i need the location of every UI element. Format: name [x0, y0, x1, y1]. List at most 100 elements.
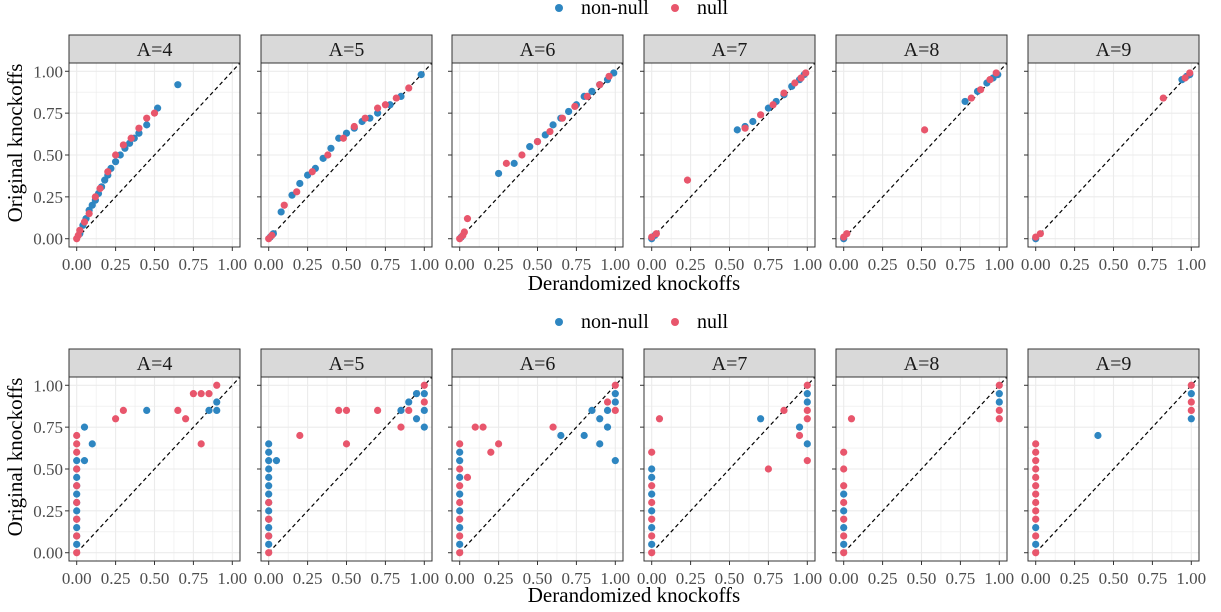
data-point-null [96, 184, 104, 193]
data-point-non-null [88, 440, 96, 448]
panel-A-4: A=4 0.00 0.25 0.50 0.75 1.00 0.00 0.25 0.50 0.75 1… [33, 34, 247, 274]
data-point-null [1187, 406, 1195, 414]
data-point-null [1181, 74, 1189, 82]
legend-marker-non-null [555, 4, 563, 12]
data-point-non-null [405, 398, 413, 406]
data-point-non-null [803, 398, 811, 406]
data-point-null [182, 415, 190, 423]
x-tick-label: 0.25 [676, 255, 706, 274]
data-point-non-null [596, 415, 604, 423]
reference-line [651, 62, 816, 240]
series-null [265, 84, 413, 243]
data-point-non-null [648, 540, 656, 548]
data-point-non-null [80, 423, 89, 431]
data-point-null [549, 423, 557, 431]
x-tick-label: 0.50 [715, 569, 745, 588]
panel-A-6: A=6 0.00 0.25 0.50 0.75 1.00 [445, 348, 630, 588]
x-tick-label: 0.00 [637, 569, 667, 588]
data-point-null [339, 134, 347, 142]
panel-A-8: A=8 0.00 0.25 0.50 0.75 1.00 [829, 34, 1014, 274]
facet-strip [1027, 348, 1200, 378]
facet-label: A=6 [520, 39, 556, 61]
data-point-non-null [611, 398, 619, 406]
data-point-null [605, 72, 613, 80]
data-point-null [392, 94, 400, 102]
panel-A-5: A=5 0.00 0.25 0.50 0.75 1.00 [254, 348, 439, 588]
data-point-null [995, 406, 1003, 414]
data-point-null [265, 532, 273, 540]
data-point-null [1032, 440, 1040, 448]
data-point-null [1187, 398, 1195, 406]
legend: non-null null [555, 0, 729, 19]
x-tick-label: 0.00 [445, 255, 475, 274]
x-tick-label: 0.50 [1099, 255, 1129, 274]
x-tick-label: 1.00 [409, 569, 439, 588]
facet-label: A=9 [1096, 353, 1132, 375]
data-point-null [780, 89, 788, 97]
data-point-non-null [803, 390, 811, 398]
data-point-non-null [1094, 431, 1102, 440]
data-point-null [189, 390, 198, 398]
data-point-null [840, 532, 848, 540]
data-point-non-null [213, 398, 221, 406]
reference-line [268, 62, 433, 240]
data-point-null [80, 218, 89, 226]
x-tick-label: 0.00 [445, 569, 475, 588]
data-point-non-null [73, 457, 81, 465]
data-point-non-null [80, 457, 89, 465]
data-point-null [494, 440, 503, 448]
data-point-non-null [840, 507, 848, 515]
x-tick-label: 0.75 [754, 569, 784, 588]
legend: non-null null [555, 311, 729, 333]
data-point-null [73, 515, 81, 523]
data-point-non-null [73, 524, 81, 532]
facet-strip [68, 34, 241, 64]
data-point-non-null [73, 490, 81, 498]
data-point-non-null [174, 81, 182, 89]
data-point-non-null [265, 440, 273, 448]
x-tick-label: 0.25 [484, 255, 514, 274]
data-point-non-null [611, 390, 619, 398]
legend-label-null: null [697, 311, 729, 333]
data-point-null [73, 498, 81, 507]
data-point-null [769, 101, 777, 109]
data-point-non-null [588, 87, 596, 95]
data-point-null [840, 549, 848, 557]
data-point-null [992, 69, 1000, 77]
data-point-null [205, 390, 213, 398]
data-point-non-null [456, 524, 464, 532]
data-point-non-null [1187, 415, 1195, 423]
reference-line [459, 62, 624, 240]
data-point-non-null [456, 457, 464, 465]
data-point-null [1032, 465, 1040, 473]
data-point-null [533, 138, 542, 146]
data-point-null [73, 482, 81, 490]
data-point-null [1187, 381, 1195, 389]
data-point-non-null [73, 540, 81, 548]
x-tick-label: 0.75 [371, 255, 401, 274]
data-point-null [921, 126, 929, 134]
data-point-null [803, 457, 811, 465]
data-point-null [405, 406, 413, 414]
panel-A-9: A=9 0.00 0.25 0.50 0.75 1.00 [1021, 348, 1206, 588]
data-point-non-null [296, 179, 304, 188]
data-point-null [361, 114, 369, 122]
data-point-non-null [840, 540, 848, 548]
data-point-null [487, 448, 495, 456]
data-point-null [342, 406, 351, 414]
facet-label: A=6 [520, 353, 556, 375]
x-tick-label: 0.00 [1021, 255, 1051, 274]
x-tick-label: 0.25 [1060, 569, 1090, 588]
data-point-non-null [557, 431, 565, 440]
facet-strip [835, 34, 1008, 64]
y-tick-label: 0.75 [33, 104, 63, 123]
data-point-null [1032, 490, 1040, 498]
x-tick-label: 0.75 [1138, 569, 1168, 588]
data-point-non-null [420, 406, 428, 414]
x-tick-label: 0.75 [754, 255, 784, 274]
data-point-non-null [840, 524, 848, 532]
x-tick-label: 0.50 [140, 569, 170, 588]
data-point-null [265, 515, 273, 523]
data-point-non-null [456, 507, 464, 515]
data-point-null [840, 465, 848, 473]
